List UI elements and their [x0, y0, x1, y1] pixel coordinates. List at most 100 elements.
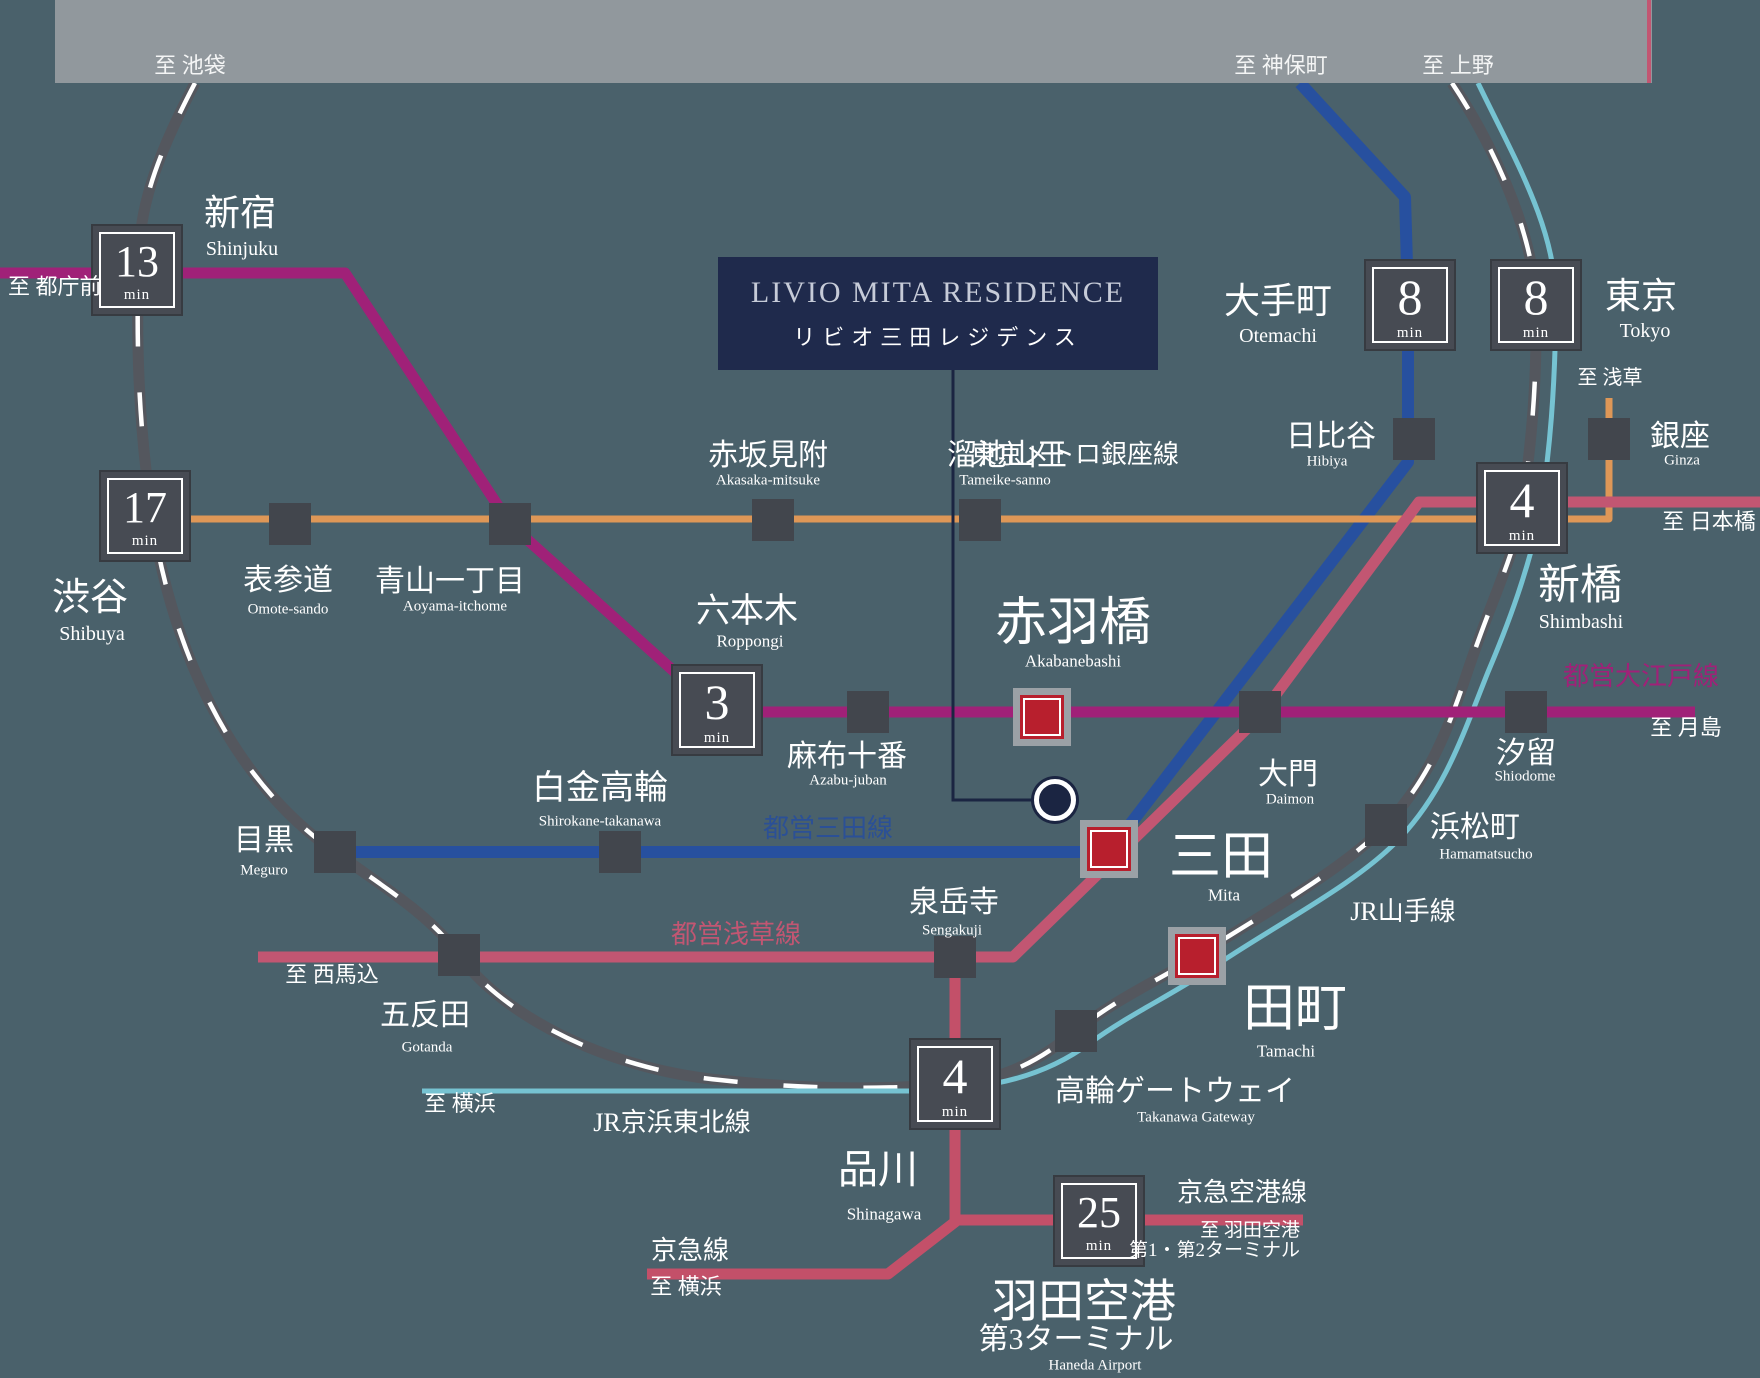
- line-name-label-oedo: 都営大江戸線: [1562, 662, 1720, 691]
- station-name-romaji: Otemachi: [1239, 325, 1317, 347]
- station-name-romaji: Shimbashi: [1538, 611, 1624, 633]
- station-name-jp: 表参道: [243, 564, 333, 597]
- station-name-romaji: Meguro: [240, 862, 288, 879]
- top-edge-bar: [55, 0, 1652, 83]
- station-name-romaji: Sengakuji: [922, 922, 982, 939]
- badge-minutes-unit: min: [1396, 324, 1424, 341]
- station-name-romaji: Tamachi: [1256, 1041, 1316, 1061]
- residence-title: LIVIO MITA RESIDENCE: [750, 275, 1126, 309]
- station-name-jp: 日比谷: [1286, 420, 1376, 453]
- station-marker-shirokane-takanawa: [599, 831, 641, 873]
- badge-frame: [917, 1046, 993, 1122]
- station-name-jp: 麻布十番: [787, 740, 907, 773]
- line-name-label-keikyu_airport: 京急空港線: [1176, 1178, 1308, 1207]
- time-badge-otemachi: 8 min: [1366, 261, 1454, 349]
- station-name-romaji: Shirokane-takanawa: [538, 813, 662, 830]
- station-marker-takanawa-gateway: [1055, 1010, 1097, 1052]
- station-name-jp: 泉岳寺: [909, 886, 999, 919]
- station-name-romaji: Takanawa Gateway: [1137, 1109, 1255, 1126]
- time-badge-tokyo: 8 min: [1492, 261, 1580, 349]
- badge-minutes-unit: min: [703, 729, 731, 746]
- line-name-label-ginza: 東京メトロ銀座線: [970, 440, 1180, 469]
- badge-minutes-value: 8: [1397, 268, 1423, 325]
- station-name-jp: 赤坂見附: [708, 439, 828, 472]
- badge-minutes-value: 4: [942, 1047, 968, 1104]
- direction-label: 至 横浜: [650, 1274, 722, 1299]
- badge-minutes-value: 3: [704, 673, 730, 730]
- station-name-jp: 銀座: [1650, 420, 1710, 453]
- station-name-romaji: Omote-sando: [247, 601, 329, 618]
- station-name-jp: 大手町: [1223, 281, 1333, 321]
- station-name-jp-line2: 第3ターミナル: [978, 1323, 1174, 1356]
- red-square-icon: [1020, 695, 1064, 739]
- highlight-station-marker-mita: [1080, 820, 1138, 878]
- station-name-romaji: Shiodome: [1494, 768, 1556, 785]
- station-marker-azabu-juban: [847, 691, 889, 733]
- badge-minutes-value: 4: [1509, 471, 1535, 528]
- station-marker-shiodome: [1505, 691, 1547, 733]
- time-badge-shinagawa: 4 min: [911, 1040, 999, 1128]
- badge-minutes-unit: min: [1085, 1237, 1113, 1254]
- station-marker-ginza: [1588, 418, 1630, 460]
- station-name-jp: 渋谷: [51, 577, 129, 619]
- station-name-romaji: Tameike-sanno: [959, 472, 1051, 489]
- station-marker-sengakuji: [934, 936, 976, 978]
- station-name-romaji: Aoyama-itchome: [402, 598, 508, 615]
- badge-minutes-value: 17: [123, 482, 167, 532]
- station-name-jp: 大門: [1258, 758, 1318, 791]
- badge-frame: [1484, 470, 1560, 546]
- station-name-jp: 羽田空港: [992, 1276, 1176, 1327]
- time-badge-haneda-airport: 25 min: [1055, 1177, 1143, 1265]
- asakusa-line-top-tick: [1647, 0, 1651, 83]
- station-marker-aoyama-itchome: [489, 503, 531, 545]
- badge-frame: [679, 672, 755, 748]
- station-name-jp: 青山一丁目: [375, 565, 525, 598]
- badge-minutes-unit: min: [123, 286, 151, 303]
- station-marker-meguro: [314, 831, 356, 873]
- station-name-jp: 田町: [1242, 981, 1348, 1038]
- yamanote-line-dashes: [135, 81, 1539, 1091]
- line-name-label-asakusa: 都営浅草線: [670, 920, 802, 949]
- badge-frame: [1372, 267, 1448, 343]
- station-marker-omote-sando: [269, 503, 311, 545]
- station-name-romaji: Azabu-juban: [809, 772, 887, 789]
- station-marker-tameike-sanno: [959, 499, 1001, 541]
- station-marker-daimon: [1239, 691, 1281, 733]
- time-badge-shinjuku: 13 min: [93, 226, 181, 314]
- station-name-romaji: Ginza: [1664, 452, 1700, 469]
- direction-label: 至 羽田空港: [1200, 1219, 1300, 1241]
- residence-callout-box: LIVIO MITA RESIDENCE リビオ三田レジデンス: [718, 257, 1158, 370]
- direction-label: 至 横浜: [424, 1091, 496, 1116]
- station-marker-hamamatsucho: [1365, 804, 1407, 846]
- highlight-station-marker-tamachi: [1168, 927, 1226, 985]
- badge-minutes-value: 25: [1077, 1187, 1121, 1237]
- station-name-romaji: Tokyo: [1619, 320, 1671, 342]
- station-name-jp: 溜池山王: [947, 439, 1067, 472]
- mita-line: [335, 78, 1414, 858]
- line-name-label-keikyu: 京急線: [650, 1236, 730, 1265]
- badge-frame: [1061, 1183, 1137, 1259]
- badge-frame: [107, 478, 183, 554]
- direction-label: 至 浅草: [1577, 367, 1643, 389]
- yamanote-line: [132, 79, 1542, 1094]
- station-marker-akasaka-mitsuke: [752, 499, 794, 541]
- badge-frame: [1498, 267, 1574, 343]
- direction-label: 至 月島: [1650, 715, 1722, 740]
- bar-direction-label: 至 池袋: [154, 53, 226, 78]
- direction-label: 至 都庁前: [8, 274, 102, 299]
- badge-minutes-unit: min: [131, 532, 159, 549]
- station-name-romaji: Haneda Airport: [1048, 1357, 1142, 1374]
- red-square-icon: [1087, 827, 1131, 871]
- station-name-jp: 品川: [838, 1147, 918, 1192]
- residence-subtitle: リビオ三田レジデンス: [793, 324, 1083, 350]
- station-name-romaji: Daimon: [1265, 791, 1315, 808]
- line-name-label-mita: 都営三田線: [762, 814, 894, 843]
- station-name-romaji: Hamamatsucho: [1439, 846, 1533, 863]
- station-name-romaji: Akabanebashi: [1024, 651, 1122, 671]
- station-name-jp: 東京: [1604, 276, 1678, 316]
- station-marker-gotanda: [438, 934, 480, 976]
- station-name-romaji: Mita: [1207, 885, 1241, 905]
- station-name-romaji: Akasaka-mitsuke: [715, 472, 821, 489]
- station-marker-hibiya: [1393, 418, 1435, 460]
- line-name-label-yamanote: JR山手線: [1350, 897, 1456, 926]
